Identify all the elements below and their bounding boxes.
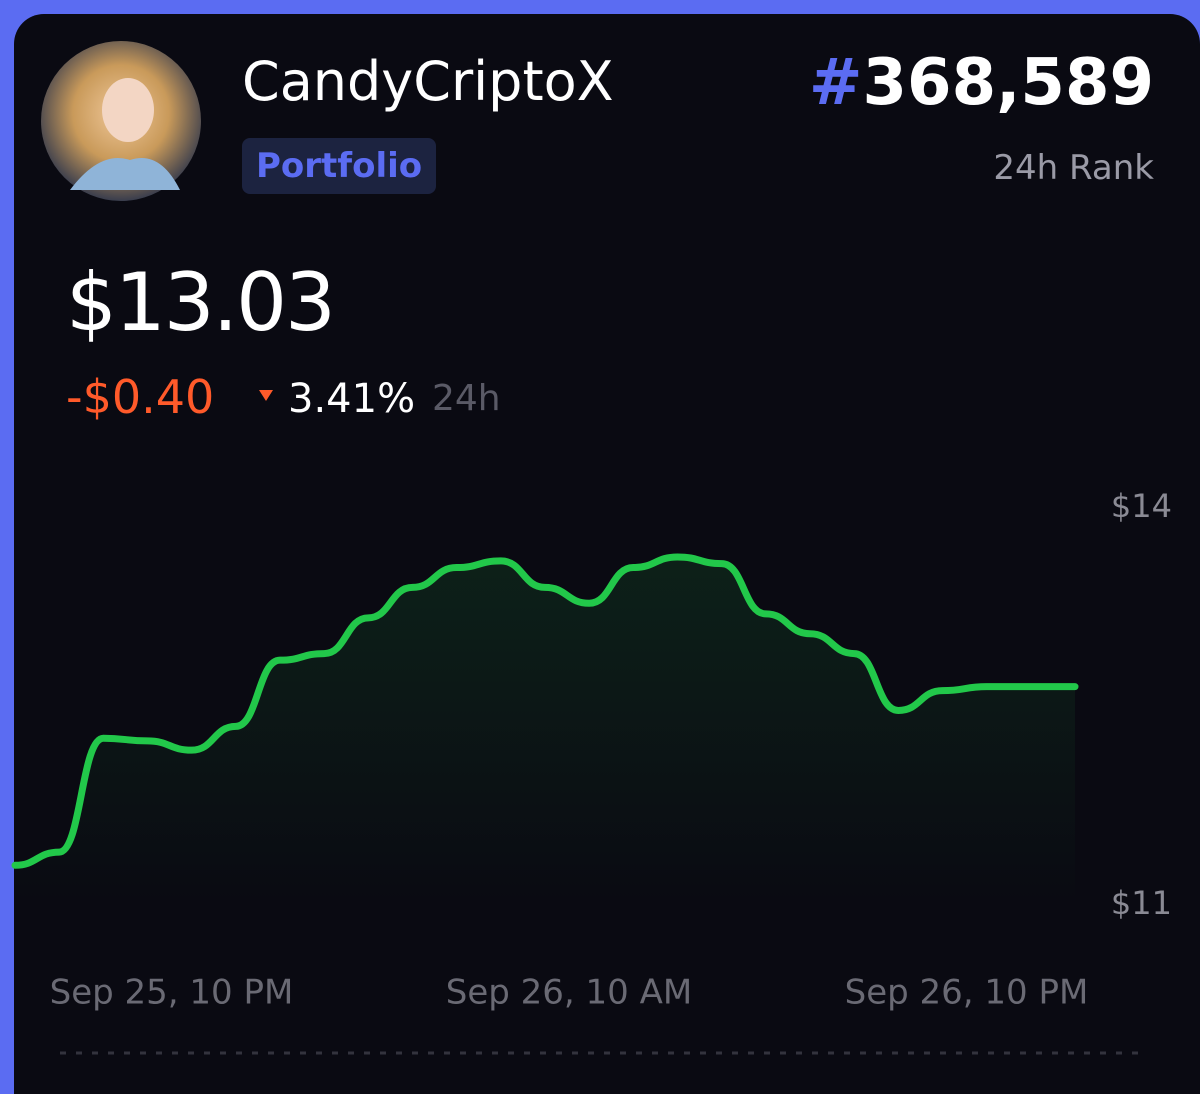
y-tick-label: $14 [1111, 487, 1172, 525]
rank-number: 368,589 [862, 46, 1155, 120]
area-fill [15, 556, 1075, 905]
change-percent: 3.41% [288, 376, 416, 422]
username: CandyCriptoX [242, 50, 614, 113]
price-line [11, 553, 1079, 869]
balance-change: -$0.40 [66, 370, 215, 424]
rank: #368,589 [809, 46, 1154, 120]
rank-prefix: # [808, 46, 863, 120]
change-period: 24h [432, 378, 501, 419]
portfolio-card: CandyCriptoX Portfolio #368,589 24h Rank… [14, 14, 1200, 1094]
avatar[interactable] [40, 40, 202, 202]
x-tick-label: Sep 26, 10 AM [446, 973, 692, 1013]
rank-label: 24h Rank [993, 148, 1154, 188]
down-arrow [259, 390, 273, 401]
x-tick-label: Sep 26, 10 PM [845, 973, 1089, 1013]
balance: $13.03 [66, 256, 336, 349]
portfolio-badge[interactable]: Portfolio [242, 138, 437, 194]
x-tick-label: Sep 25, 10 PM [50, 973, 294, 1013]
y-tick-label: $11 [1111, 884, 1172, 922]
